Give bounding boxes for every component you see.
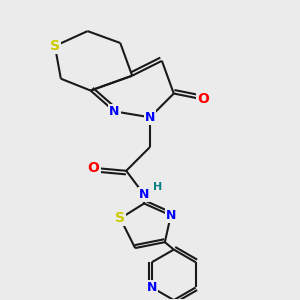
Text: O: O: [198, 92, 209, 106]
Text: H: H: [153, 182, 162, 192]
Text: S: S: [50, 39, 60, 53]
Text: N: N: [145, 111, 155, 124]
Text: N: N: [139, 188, 149, 201]
Text: N: N: [166, 209, 176, 222]
Text: S: S: [115, 212, 125, 225]
Text: O: O: [88, 161, 100, 175]
Text: N: N: [147, 281, 157, 294]
Text: N: N: [109, 105, 119, 118]
